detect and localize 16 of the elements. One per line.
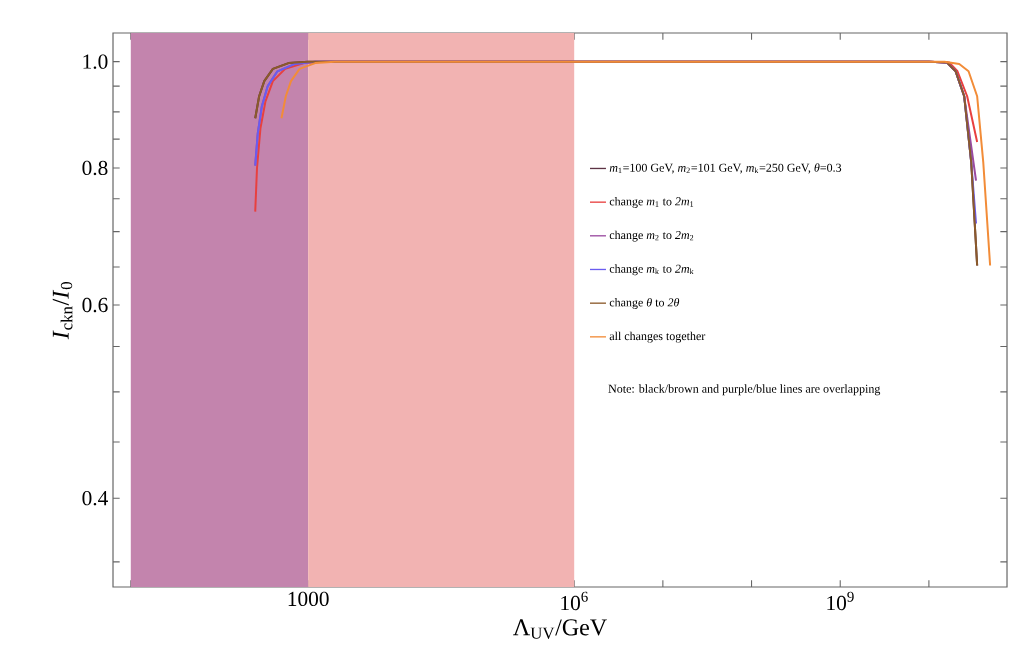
- x-tick-label: 10$^{6}$: [561, 591, 588, 611]
- y-tick-label: 1.0: [83, 54, 108, 69]
- legend-label: change m$_{1}$ to 2m$_{1}$: [609, 196, 694, 208]
- y-tick-label: 0.8: [82, 160, 108, 176]
- legend-label: change m$_{2}$ to 2m$_{2}$: [609, 230, 694, 242]
- legend-label: change θ to 2θ: [609, 297, 680, 309]
- x-axis-title: Λ$_{UV}$/GeV: [513, 619, 607, 639]
- y-tick-label: 0.6: [82, 297, 108, 313]
- x-tick-label: 10$^{9}$: [827, 591, 854, 611]
- legend-label: change m$_{k}$ to 2m$_{k}$: [609, 264, 694, 276]
- y-tick-label: 0.4: [82, 490, 108, 506]
- legend-label: all changes together: [609, 331, 706, 343]
- y-axis-title: I$_{ckn}$/I$_{0}$: [52, 282, 73, 340]
- x-tick-label: 1000: [288, 591, 329, 607]
- text: m$_{1}$=100 GeV, m$_{2}$=101 GeV, m$_{k}$=250 GeV, θ=0.3: [609, 163, 842, 174]
- annotation: Note: black/brown and purple/blue lines are overlapping: [608, 384, 881, 396]
